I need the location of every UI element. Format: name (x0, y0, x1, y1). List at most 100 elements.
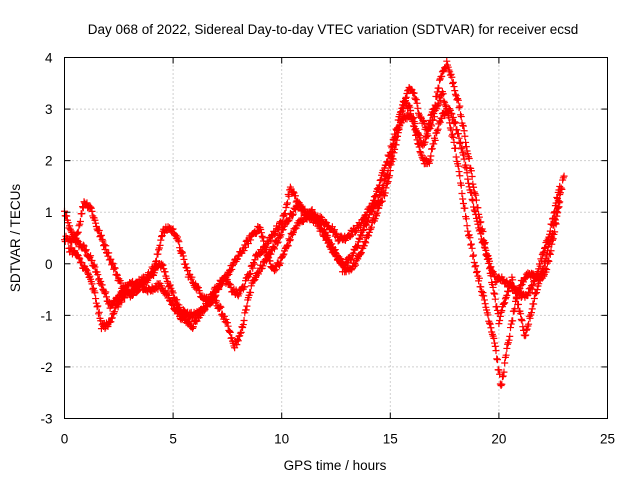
data-point (315, 219, 323, 227)
data-point (377, 198, 385, 206)
data-point (275, 224, 283, 232)
data-point (548, 230, 556, 238)
data-point (95, 308, 103, 316)
data-point (466, 234, 474, 242)
data-point (113, 271, 121, 279)
data-point (270, 245, 278, 253)
data-point (168, 298, 176, 306)
data-point (237, 328, 245, 336)
data-point (109, 260, 117, 268)
data-point (291, 192, 299, 200)
data-point (143, 276, 151, 284)
data-point (411, 94, 419, 102)
y-tick-label: -1 (40, 308, 52, 323)
data-point (104, 323, 112, 331)
data-point (234, 337, 242, 345)
data-point (152, 257, 160, 265)
data-point (233, 341, 241, 349)
data-point (458, 144, 466, 152)
data-point (487, 324, 495, 332)
data-point (353, 243, 361, 251)
data-point (455, 104, 463, 112)
data-point (391, 145, 399, 153)
data-point (525, 320, 533, 328)
data-point (459, 199, 467, 207)
data-point (180, 255, 188, 263)
data-point (279, 251, 287, 259)
data-point (352, 261, 360, 269)
data-point (223, 319, 231, 327)
data-point (286, 236, 294, 244)
data-point (450, 138, 458, 146)
data-point (367, 225, 375, 233)
data-point (111, 264, 119, 272)
data-point (540, 248, 548, 256)
data-point (448, 110, 456, 118)
data-point (97, 278, 105, 286)
y-tick-label: 0 (45, 257, 53, 272)
data-point (450, 120, 458, 128)
data-point (93, 303, 101, 311)
data-point (242, 306, 250, 314)
data-point (137, 279, 145, 287)
y-tick-label: -3 (40, 412, 52, 427)
data-point (450, 83, 458, 91)
data-point (449, 133, 457, 141)
data-point (497, 308, 505, 316)
data-point (468, 172, 476, 180)
data-point (228, 334, 236, 342)
data-point (498, 380, 506, 388)
data-point (226, 328, 234, 335)
data-point (507, 279, 515, 287)
x-tick-label: 10 (274, 432, 289, 447)
data-point (173, 233, 181, 241)
data-point (225, 270, 233, 278)
data-point (449, 78, 457, 86)
data-point (172, 231, 180, 239)
data-point (551, 216, 559, 224)
data-point (89, 262, 97, 270)
data-point (426, 156, 434, 164)
data-point (457, 181, 465, 189)
data-point (539, 249, 547, 257)
data-point (533, 286, 541, 294)
data-point (247, 289, 255, 297)
data-point (504, 288, 512, 296)
data-point (395, 126, 403, 134)
data-point (394, 129, 402, 137)
data-point (365, 232, 373, 240)
data-point (485, 259, 493, 267)
data-point (512, 293, 520, 301)
data-point (501, 295, 509, 303)
data-point (92, 219, 100, 227)
data-point (276, 259, 284, 267)
data-point (236, 329, 244, 337)
data-point (397, 118, 405, 126)
data-point (184, 267, 192, 275)
data-point (194, 284, 202, 292)
data-point (357, 250, 365, 258)
data-point (189, 324, 197, 332)
data-point (523, 325, 531, 333)
data-point (376, 176, 384, 184)
data-point (173, 296, 181, 304)
data-point (470, 251, 478, 259)
data-point (454, 130, 462, 138)
data-point (257, 229, 265, 237)
data-point (438, 72, 446, 80)
data-point (286, 215, 294, 223)
data-point (521, 332, 529, 340)
data-point (448, 73, 456, 81)
data-point (79, 241, 87, 249)
data-point (478, 288, 486, 296)
data-point (387, 161, 395, 169)
data-point (74, 229, 82, 237)
data-point (470, 259, 478, 267)
data-point (361, 237, 369, 245)
data-point (460, 155, 468, 163)
data-point (553, 207, 561, 215)
data-point (460, 127, 468, 135)
data-point (478, 226, 486, 234)
data-point (479, 289, 487, 297)
data-point (66, 222, 74, 230)
